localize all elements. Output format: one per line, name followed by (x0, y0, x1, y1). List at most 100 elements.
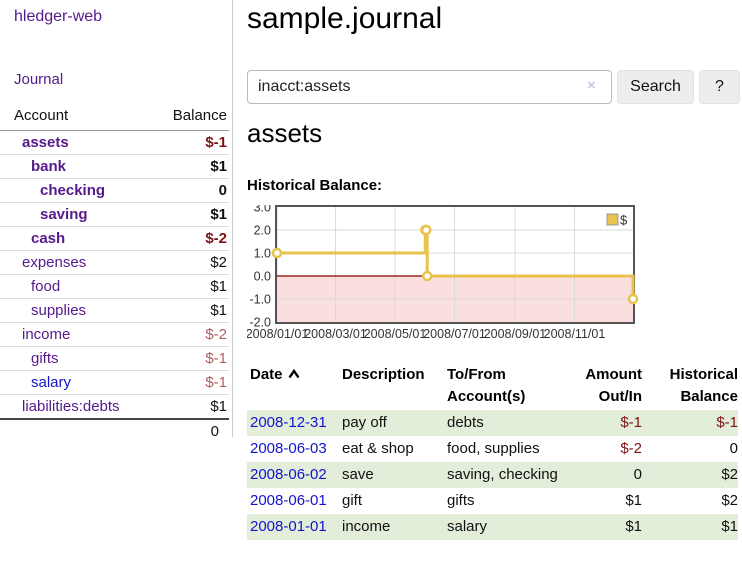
account-balance: $1 (210, 206, 227, 223)
accounts-table-header: Account Balance (0, 102, 229, 131)
transaction-balance: $-1 (716, 414, 738, 431)
account-link[interactable]: food (31, 278, 61, 295)
transaction-balance: $2 (721, 492, 738, 509)
x-axis-label: 2008/11/01 (544, 327, 606, 341)
svg-text:2.0: 2.0 (254, 224, 271, 238)
historical-balance-chart: 3.0 2.0 1.0 0.0 -1.0 -2.0 2008/01/01 2008/03/01… (246, 201, 647, 350)
account-balance: $1 (210, 398, 227, 415)
accounts-table-body: assets $-1 bank $1 checking 0 saving $1 cash $-2 e… (0, 131, 229, 418)
help-button[interactable]: ? (699, 70, 740, 104)
account-balance: $-1 (205, 350, 227, 367)
transaction-amount: $1 (625, 518, 642, 535)
account-link[interactable]: checking (40, 182, 106, 199)
account-link[interactable]: supplies (31, 302, 87, 319)
account-row: saving $1 (0, 202, 229, 226)
sidebar: hledger-web Journal Account Balance asse… (0, 0, 233, 440)
clear-search-icon[interactable]: × (587, 77, 596, 94)
column-header-date[interactable]: Date (247, 362, 342, 410)
svg-text:3.0: 3.0 (254, 205, 271, 215)
x-axis-label: 2008/07/01 (423, 327, 486, 341)
account-row: expenses $2 (0, 250, 229, 274)
account-row: checking 0 (0, 178, 229, 202)
account-balance: $-2 (205, 326, 227, 343)
transactions-body: 2008-12-31 pay off debts $-1 $-1 2008-06-03 ea… (247, 410, 738, 540)
sidebar-item-journal[interactable]: Journal (14, 71, 64, 88)
transaction-amount: 0 (633, 466, 642, 483)
search-form: × Search ? (247, 70, 742, 104)
main-content: sample.journal × Search ? assets Histori… (246, 0, 742, 582)
sort-asc-icon (288, 369, 300, 379)
page-title: sample.journal (247, 2, 443, 35)
account-row: assets $-1 (0, 131, 229, 154)
column-header-description: Description (342, 366, 425, 383)
svg-text:-2.0: -2.0 (249, 316, 271, 330)
transaction-accounts: salary (447, 518, 488, 535)
account-row: income $-2 (0, 322, 229, 346)
account-balance: 0 (218, 182, 227, 199)
app-brand-link[interactable]: hledger-web (14, 8, 103, 25)
accounts-total-row: 0 (0, 418, 229, 443)
transaction-date-link[interactable]: 2008-06-01 (250, 492, 327, 509)
chart-title: Historical Balance: (247, 177, 383, 194)
account-column-label: Account (14, 107, 69, 124)
account-balance: $-1 (205, 134, 227, 151)
transaction-description: save (342, 466, 374, 483)
column-header-historical-balance: Historical Balance (669, 366, 738, 405)
transaction-description: pay off (342, 414, 387, 431)
transaction-accounts: debts (447, 414, 484, 431)
transaction-amount: $-2 (620, 440, 642, 457)
transaction-description: eat & shop (342, 440, 414, 457)
account-balance: $1 (210, 278, 227, 295)
account-link[interactable]: assets (22, 134, 69, 151)
transaction-accounts: food, supplies (447, 440, 540, 457)
svg-text:0.0: 0.0 (254, 270, 271, 284)
x-axis-label: 2008/03/01 (304, 327, 367, 341)
account-row: liabilities:debts $1 (0, 394, 229, 418)
account-row: gifts $-1 (0, 346, 229, 370)
transaction-date-link[interactable]: 2008-06-02 (250, 466, 327, 483)
account-link[interactable]: cash (31, 230, 66, 247)
transaction-accounts: saving, checking (447, 466, 558, 483)
svg-text:-1.0: -1.0 (249, 293, 271, 307)
transaction-date-link[interactable]: 2008-06-03 (250, 440, 327, 457)
account-row: salary $-1 (0, 370, 229, 394)
transaction-balance: 0 (729, 440, 738, 457)
account-link[interactable]: saving (40, 206, 88, 223)
account-link[interactable]: liabilities:debts (22, 398, 120, 415)
account-row: cash $-2 (0, 226, 229, 250)
search-button[interactable]: Search (617, 70, 694, 104)
transaction-amount: $1 (625, 492, 642, 509)
search-input[interactable] (247, 70, 612, 104)
transaction-row: 2008-06-03 eat & shop food, supplies $-2 0 (247, 436, 738, 462)
transaction-balance: $1 (721, 518, 738, 535)
transaction-row: 2008-06-01 gift gifts $1 $2 (247, 488, 738, 514)
x-axis-label: 2008/05/01 (364, 327, 427, 341)
column-header-amount-out-in: Amount Out/In (585, 366, 642, 405)
transaction-row: 2008-06-02 save saving, checking 0 $2 (247, 462, 738, 488)
transaction-date-link[interactable]: 2008-01-01 (250, 518, 327, 535)
account-link[interactable]: gifts (31, 350, 59, 367)
transactions-table: Date Description To/From Account(s) Amount … (247, 362, 738, 540)
accounts-total-value: 0 (210, 423, 219, 440)
account-balance: $-1 (205, 374, 227, 391)
transaction-accounts: gifts (447, 492, 475, 509)
account-link[interactable]: income (22, 326, 71, 343)
account-row: food $1 (0, 274, 229, 298)
balance-chart-svg: 3.0 2.0 1.0 0.0 -1.0 -2.02008/01/012008/03/01… (246, 201, 639, 341)
account-balance: $1 (210, 158, 227, 175)
transaction-date-link[interactable]: 2008-12-31 (250, 414, 327, 431)
x-axis-label: 2008/09/01 (484, 327, 547, 341)
account-page-title: assets (247, 118, 323, 148)
x-axis-label: 2008/01/01 (247, 327, 308, 341)
account-link[interactable]: bank (31, 158, 67, 175)
transaction-balance: $2 (721, 466, 738, 483)
transaction-row: 2008-12-31 pay off debts $-1 $-1 (247, 410, 738, 436)
account-link[interactable]: expenses (22, 254, 87, 271)
account-balance: $-2 (205, 230, 227, 247)
account-balance: $2 (210, 254, 227, 271)
column-header-to-from-account-s-: To/From Account(s) (447, 366, 526, 405)
transaction-row: 2008-01-01 income salary $1 $1 (247, 514, 738, 540)
account-link[interactable]: salary (31, 374, 72, 391)
account-balance: $1 (210, 302, 227, 319)
svg-text:1.0: 1.0 (254, 247, 271, 261)
